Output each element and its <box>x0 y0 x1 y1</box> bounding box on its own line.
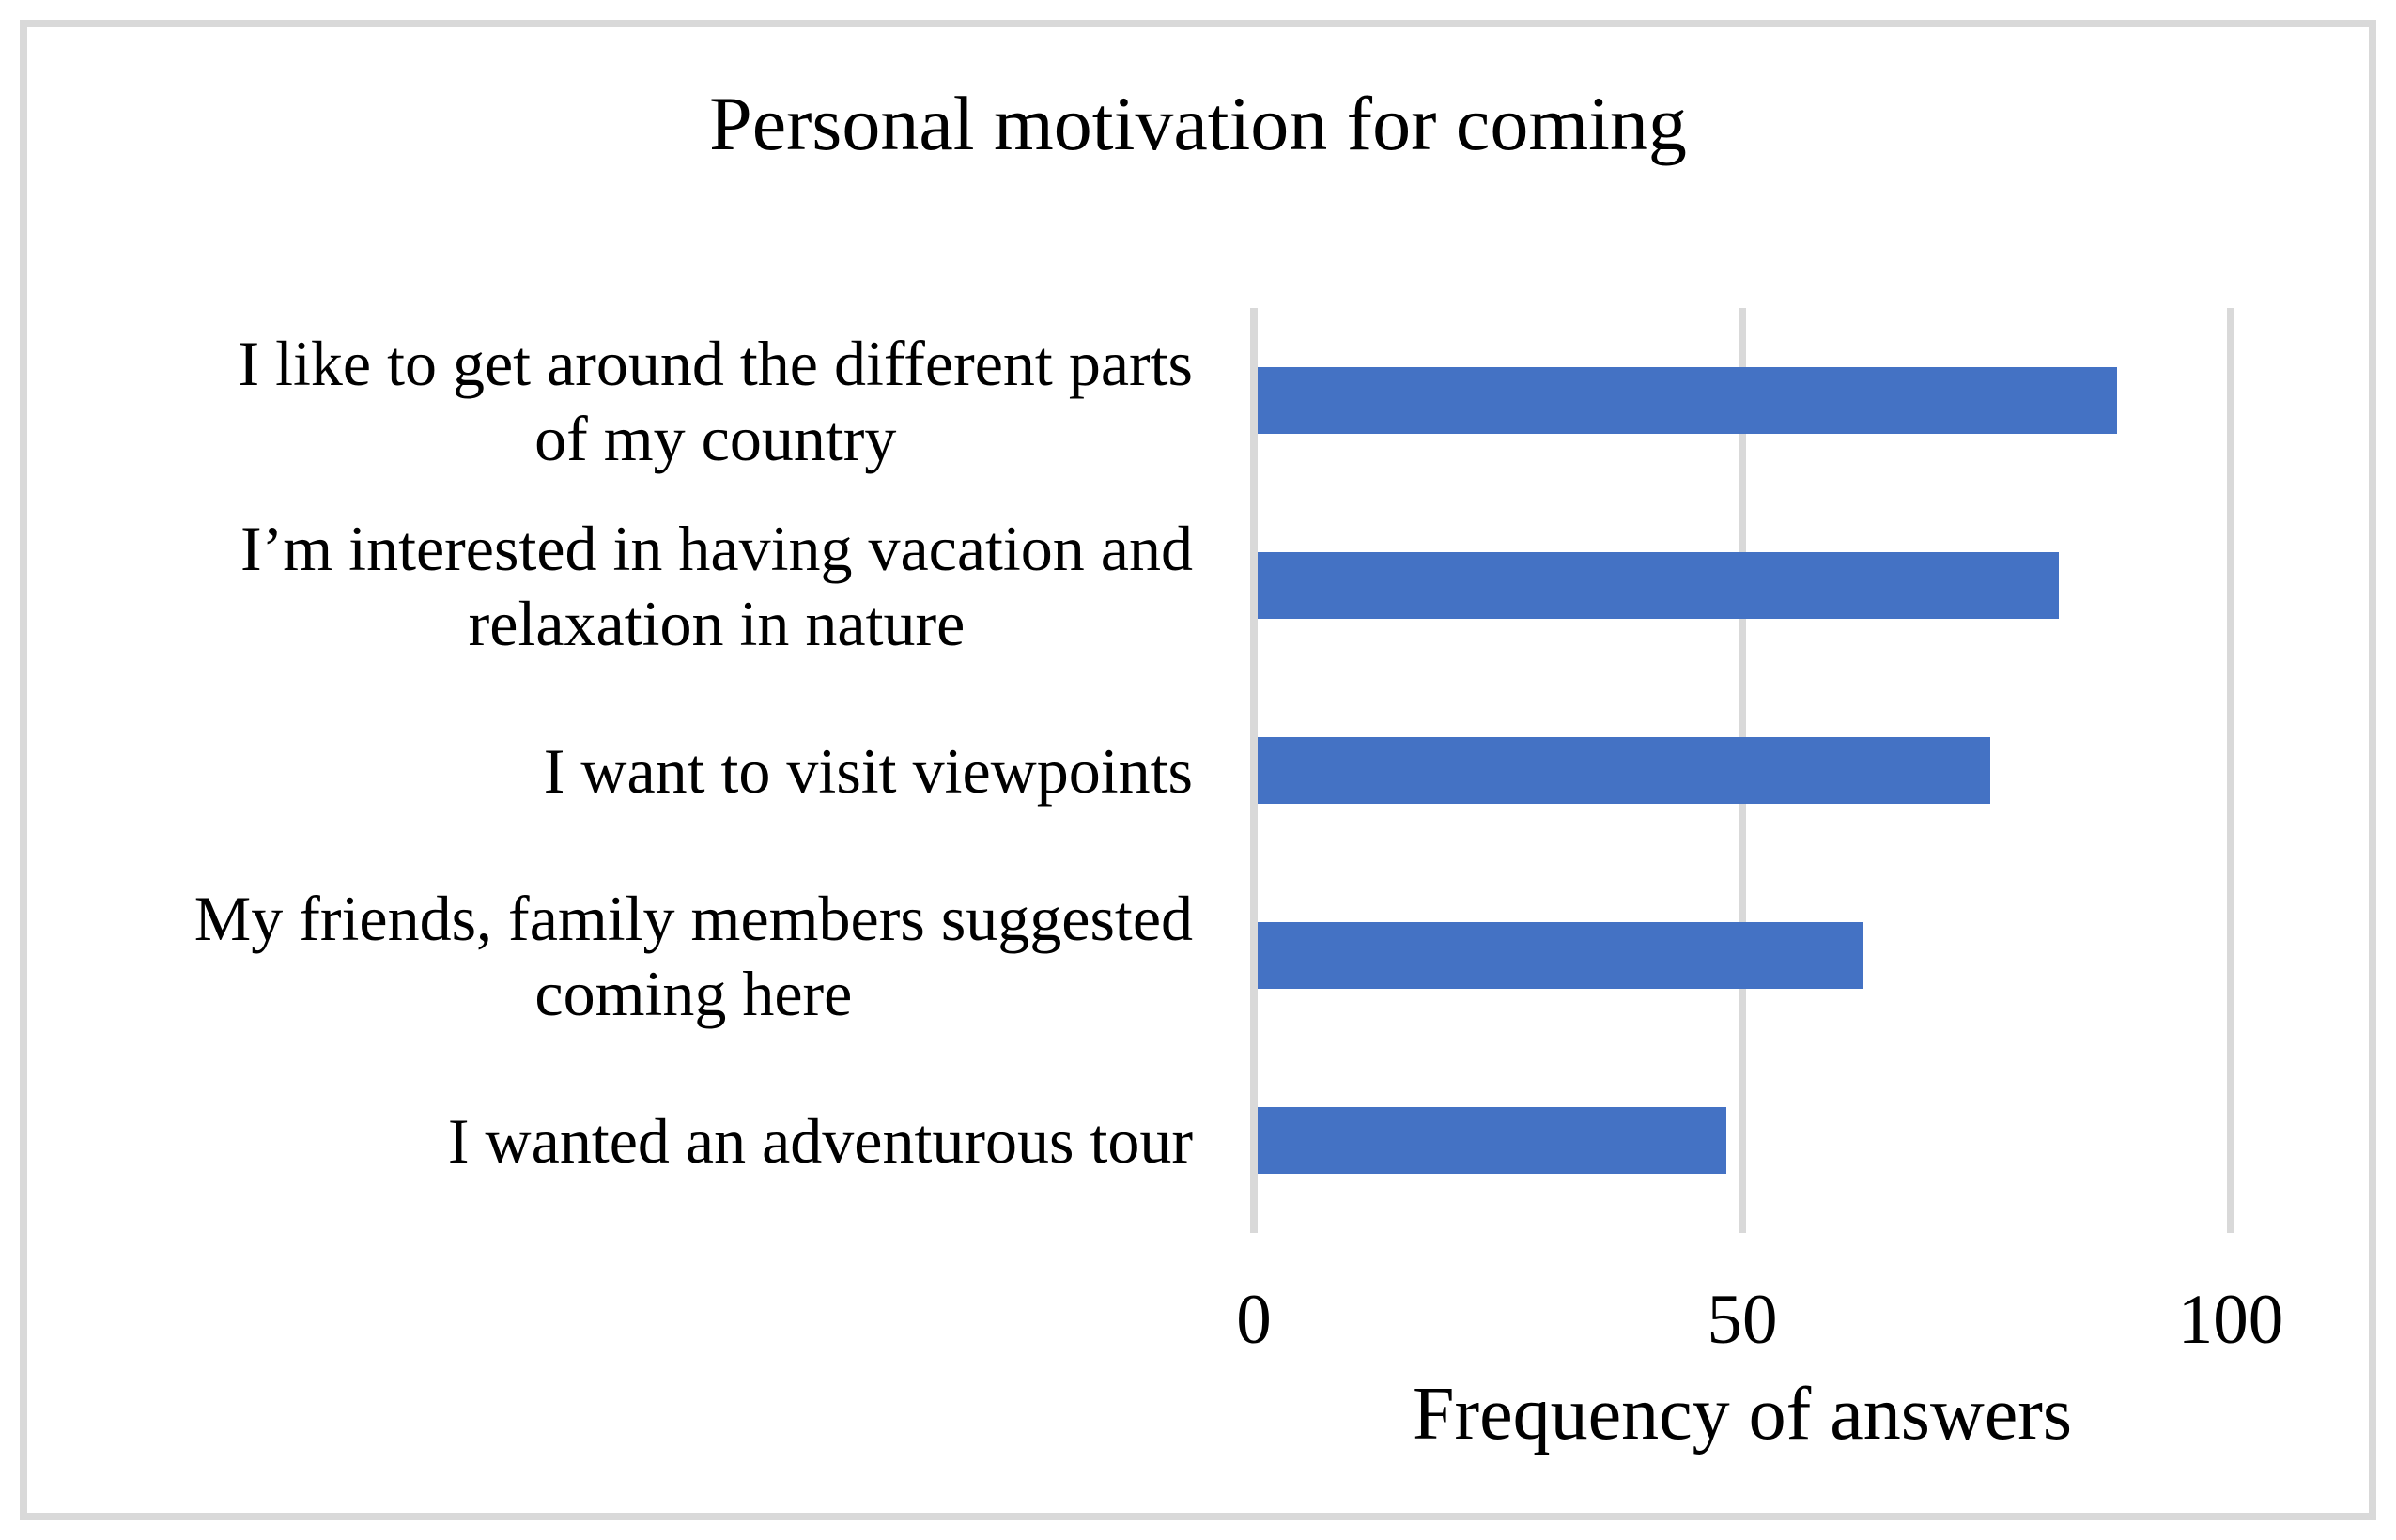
x-axis-ticks: 0 50 100 <box>0 1275 2396 1364</box>
category-label-row: I want to visit viewpoints <box>38 678 1193 863</box>
category-label: I like to get around the different parts… <box>238 327 1193 474</box>
chart-title: Personal motivation for coming <box>709 81 1687 166</box>
bar <box>1258 737 1990 804</box>
category-label-row: My friends, family members suggested com… <box>38 863 1193 1048</box>
category-label-row: I like to get around the different parts… <box>38 308 1193 493</box>
category-label: My friends, family members suggested com… <box>193 882 1193 1029</box>
category-axis-labels: I like to get around the different parts… <box>38 308 1193 1233</box>
category-label: I want to visit viewpoints <box>543 734 1193 807</box>
x-axis-title: Frequency of answers <box>1413 1373 2072 1455</box>
bar <box>1258 922 1863 989</box>
bar <box>1258 1107 1727 1174</box>
bar <box>1258 367 2118 434</box>
category-label-row: I wanted an adventurous tour <box>38 1048 1193 1233</box>
x-tick-label-50: 50 <box>1707 1281 1778 1359</box>
gridline-0 <box>1250 308 1258 1233</box>
x-tick-label-100: 100 <box>2177 1281 2284 1359</box>
plot-area <box>1250 308 2234 1233</box>
category-label: I wanted an adventurous tour <box>447 1104 1193 1177</box>
category-label: I’m interested in having vacation and re… <box>240 512 1193 659</box>
gridline-100 <box>2227 308 2234 1233</box>
bar <box>1258 552 2059 619</box>
category-label-row: I’m interested in having vacation and re… <box>38 493 1193 678</box>
chart-border <box>20 20 2376 1520</box>
x-tick-label-0: 0 <box>1236 1281 1272 1359</box>
